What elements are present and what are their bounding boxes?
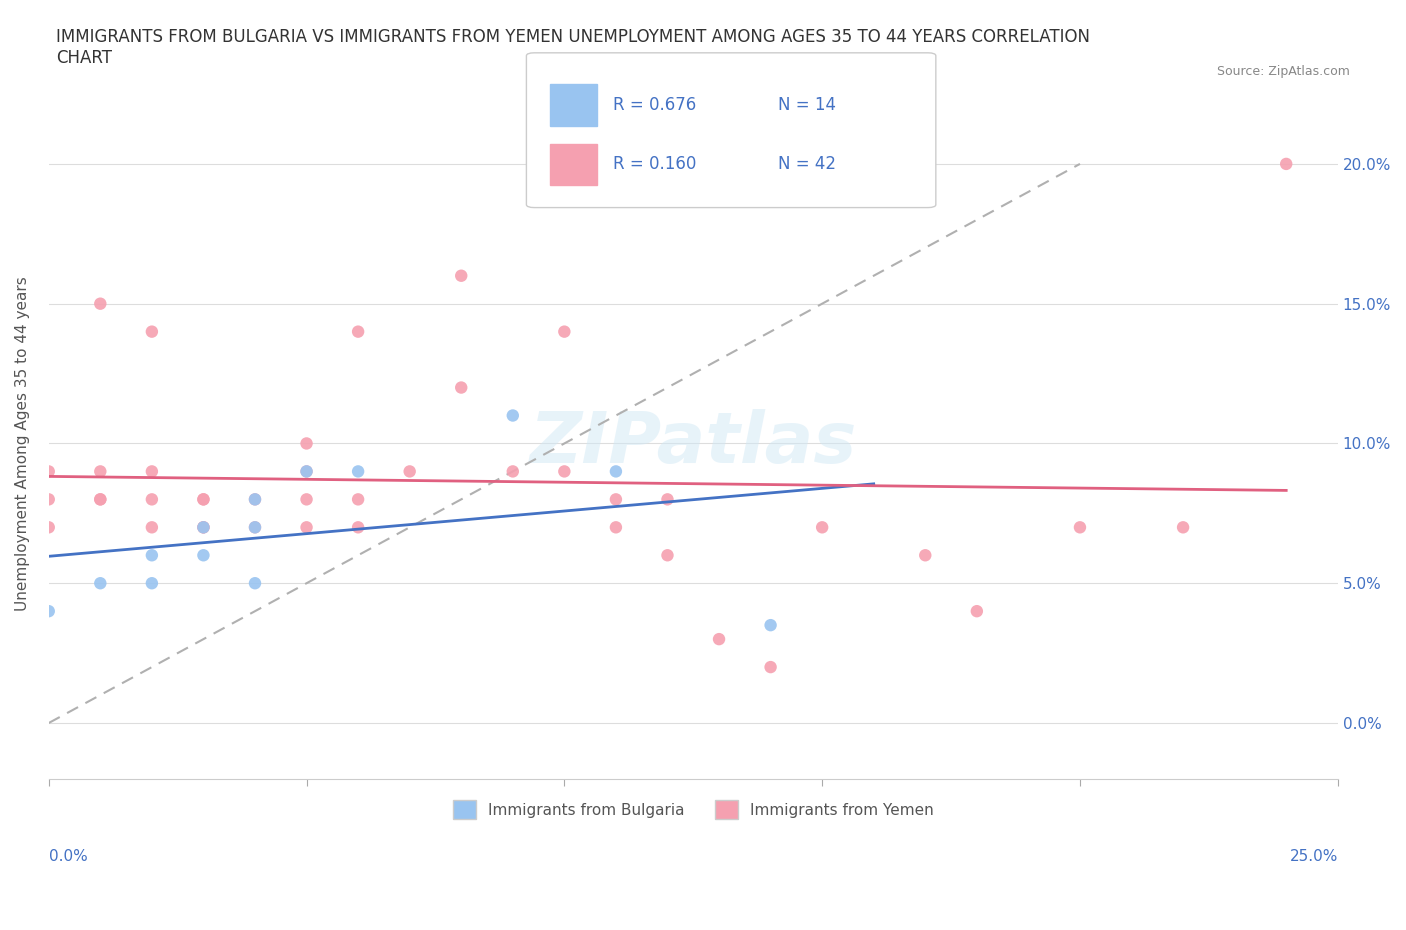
Point xyxy=(811,520,834,535)
Text: R = 0.160: R = 0.160 xyxy=(613,155,696,173)
Bar xyxy=(550,84,598,126)
Point xyxy=(295,464,318,479)
Text: N = 42: N = 42 xyxy=(779,155,837,173)
Point xyxy=(759,618,782,632)
FancyBboxPatch shape xyxy=(526,53,936,207)
Point xyxy=(295,492,318,507)
Point xyxy=(1171,520,1194,535)
Point xyxy=(966,604,988,618)
Point xyxy=(243,492,266,507)
Point xyxy=(243,520,266,535)
Text: Source: ZipAtlas.com: Source: ZipAtlas.com xyxy=(1216,65,1350,78)
Point xyxy=(1275,156,1298,171)
Point xyxy=(347,492,370,507)
Text: 0.0%: 0.0% xyxy=(49,849,87,864)
Text: R = 0.676: R = 0.676 xyxy=(613,96,696,113)
Point xyxy=(193,548,215,563)
Point xyxy=(914,548,936,563)
Point xyxy=(89,464,111,479)
Point xyxy=(89,576,111,591)
Point xyxy=(657,548,679,563)
Point xyxy=(605,492,627,507)
Bar xyxy=(550,143,598,185)
Point xyxy=(707,631,730,646)
Point xyxy=(347,520,370,535)
Text: ZIPatlas: ZIPatlas xyxy=(530,409,856,478)
Point xyxy=(347,464,370,479)
Point xyxy=(243,520,266,535)
Point xyxy=(243,492,266,507)
Point xyxy=(193,520,215,535)
Point xyxy=(450,380,472,395)
Point xyxy=(759,659,782,674)
Point xyxy=(193,492,215,507)
Point xyxy=(657,492,679,507)
Point xyxy=(295,520,318,535)
Text: 25.0%: 25.0% xyxy=(1289,849,1337,864)
Point xyxy=(89,492,111,507)
Point xyxy=(38,492,60,507)
Y-axis label: Unemployment Among Ages 35 to 44 years: Unemployment Among Ages 35 to 44 years xyxy=(15,276,30,611)
Point xyxy=(89,492,111,507)
Point xyxy=(141,325,163,339)
Point xyxy=(193,492,215,507)
Point xyxy=(141,492,163,507)
Point xyxy=(141,464,163,479)
Point xyxy=(553,325,575,339)
Point xyxy=(38,520,60,535)
Point xyxy=(347,325,370,339)
Point xyxy=(450,268,472,283)
Point xyxy=(38,464,60,479)
Text: N = 14: N = 14 xyxy=(779,96,837,113)
Point xyxy=(553,464,575,479)
Point xyxy=(1069,520,1091,535)
Point xyxy=(502,408,524,423)
Point xyxy=(243,576,266,591)
Point xyxy=(141,548,163,563)
Point xyxy=(295,436,318,451)
Point xyxy=(193,520,215,535)
Point xyxy=(502,464,524,479)
Point xyxy=(89,297,111,312)
Point xyxy=(38,604,60,618)
Point xyxy=(193,520,215,535)
Legend: Immigrants from Bulgaria, Immigrants from Yemen: Immigrants from Bulgaria, Immigrants fro… xyxy=(447,794,939,825)
Point xyxy=(605,520,627,535)
Point xyxy=(398,464,420,479)
Point xyxy=(141,520,163,535)
Point xyxy=(141,576,163,591)
Text: IMMIGRANTS FROM BULGARIA VS IMMIGRANTS FROM YEMEN UNEMPLOYMENT AMONG AGES 35 TO : IMMIGRANTS FROM BULGARIA VS IMMIGRANTS F… xyxy=(56,28,1090,67)
Point xyxy=(605,464,627,479)
Point xyxy=(295,464,318,479)
